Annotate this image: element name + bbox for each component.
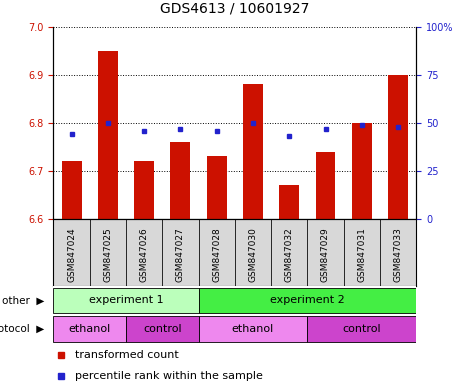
Text: percentile rank within the sample: percentile rank within the sample	[75, 371, 263, 381]
Text: GDS4613 / 10601927: GDS4613 / 10601927	[160, 2, 310, 15]
Bar	[352, 123, 372, 219]
Bar	[344, 219, 380, 286]
Bar	[90, 219, 126, 286]
Bar	[235, 219, 271, 286]
Text: ethanol: ethanol	[232, 324, 274, 334]
Text: control: control	[342, 324, 381, 334]
Text: GSM847025: GSM847025	[103, 227, 113, 282]
Bar	[207, 157, 226, 219]
Bar	[126, 316, 199, 342]
Text: GSM847028: GSM847028	[212, 227, 221, 282]
Text: GSM847029: GSM847029	[321, 227, 330, 282]
Bar	[271, 219, 307, 286]
Bar	[199, 316, 307, 342]
Text: experiment 1: experiment 1	[89, 295, 163, 306]
Text: GSM847030: GSM847030	[248, 227, 258, 282]
Text: GSM847024: GSM847024	[67, 227, 76, 281]
Bar	[380, 219, 416, 286]
Text: ethanol: ethanol	[69, 324, 111, 334]
Text: GSM847027: GSM847027	[176, 227, 185, 282]
Bar	[199, 288, 416, 313]
Bar	[53, 316, 126, 342]
Bar	[316, 152, 335, 219]
Bar	[98, 51, 118, 219]
Bar	[53, 288, 199, 313]
Text: transformed count: transformed count	[75, 350, 179, 360]
Text: GSM847032: GSM847032	[285, 227, 294, 282]
Bar	[388, 75, 408, 219]
Text: experiment 2: experiment 2	[270, 295, 345, 306]
Text: GSM847031: GSM847031	[357, 227, 366, 282]
Bar	[279, 185, 299, 219]
Bar	[126, 219, 162, 286]
Bar	[134, 161, 154, 219]
Text: GSM847033: GSM847033	[393, 227, 403, 282]
Bar	[243, 84, 263, 219]
Text: other  ▶: other ▶	[2, 295, 44, 306]
Bar	[162, 219, 199, 286]
Text: control: control	[143, 324, 182, 334]
Text: protocol  ▶: protocol ▶	[0, 324, 44, 334]
Bar	[307, 219, 344, 286]
Bar	[199, 219, 235, 286]
Bar	[62, 161, 81, 219]
Bar	[171, 142, 190, 219]
Bar	[53, 219, 90, 286]
Bar	[307, 316, 416, 342]
Text: GSM847026: GSM847026	[140, 227, 149, 282]
